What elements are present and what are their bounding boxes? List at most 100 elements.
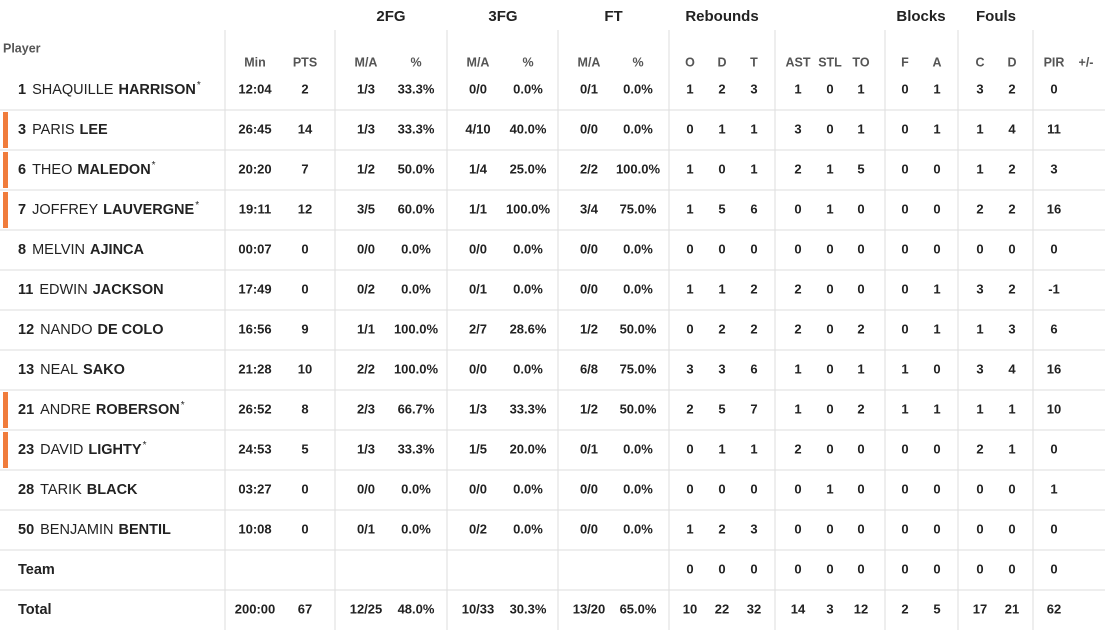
stat-cell: 5	[933, 601, 940, 616]
stat-cell: 7	[301, 161, 308, 176]
stat-cell: 0	[933, 561, 940, 576]
stat-cell: 17:49	[238, 281, 271, 296]
stat-cell: 20:20	[238, 161, 271, 176]
stat-cell: 3/4	[580, 201, 599, 216]
player-number: 23	[18, 442, 34, 458]
column-header: O	[685, 55, 695, 69]
stat-cell: 0/2	[469, 521, 487, 536]
stat-cell: 62	[1047, 601, 1061, 616]
player-name: 28 TARIK BLACK	[18, 482, 138, 498]
stat-cell: 3	[976, 81, 983, 96]
stat-cell: 4	[1008, 361, 1016, 376]
stat-cell: 2	[718, 321, 725, 336]
first-name: TARIK	[40, 482, 82, 498]
stat-cell: 0	[933, 521, 940, 536]
stat-cell: 22	[715, 601, 729, 616]
stat-cell: 33.3%	[398, 441, 435, 456]
stat-cell: 2	[1008, 201, 1015, 216]
stat-cell: 2/3	[357, 401, 375, 416]
stat-cell: 03:27	[238, 481, 271, 496]
last-name: LEE	[80, 122, 109, 138]
stat-cell: 1/2	[580, 401, 598, 416]
stat-cell: 12	[298, 201, 312, 216]
stat-cell: 32	[747, 601, 761, 616]
player-name: 8 MELVIN AJINCA	[18, 242, 145, 258]
stat-cell: 0	[933, 161, 940, 176]
column-header: T	[750, 55, 758, 69]
stat-cell: 0/0	[580, 481, 598, 496]
player-number: 21	[18, 402, 34, 418]
column-header: Min	[244, 55, 266, 69]
stat-cell: 3	[826, 601, 833, 616]
first-name: EDWIN	[39, 282, 87, 298]
stat-cell: 12	[854, 601, 868, 616]
stat-cell: 1/1	[357, 321, 375, 336]
stat-cell: 16	[1047, 201, 1061, 216]
group-header: 2FG	[376, 8, 405, 25]
stat-cell: 3	[750, 521, 757, 536]
stat-cell: 13/20	[573, 601, 606, 616]
stat-cell: 1	[1050, 481, 1057, 496]
stat-cell: 0/0	[580, 121, 598, 136]
stat-cell: 1	[686, 201, 693, 216]
stat-cell: 12/25	[350, 601, 383, 616]
column-header: A	[932, 55, 941, 69]
on-court-marker	[3, 192, 8, 228]
stat-cell: 11	[1047, 121, 1061, 136]
stat-cell: 3	[750, 81, 757, 96]
stat-cell: 2	[750, 321, 757, 336]
stat-cell: 33.3%	[398, 81, 435, 96]
first-name: DAVID	[40, 442, 83, 458]
stat-cell: 14	[298, 121, 313, 136]
stat-cell: 0	[301, 281, 308, 296]
stat-cell: 0.0%	[623, 521, 653, 536]
column-header: PIR	[1044, 55, 1065, 69]
player-name: 23 DAVID LIGHTY*	[18, 440, 147, 458]
stat-cell: 60.0%	[398, 201, 435, 216]
player-number: 7	[18, 202, 26, 218]
column-header: AST	[786, 55, 811, 69]
stat-cell: 0	[826, 321, 833, 336]
stat-cell: 0/0	[357, 481, 375, 496]
player-number: 13	[18, 362, 34, 378]
stat-cell: 1/4	[469, 161, 488, 176]
stat-cell: 14	[791, 601, 806, 616]
group-header: Rebounds	[685, 8, 758, 25]
stat-cell: 0.0%	[623, 281, 653, 296]
first-name: SHAQUILLE	[32, 82, 114, 98]
stat-cell: 0	[857, 481, 864, 496]
stat-cell: 10	[1047, 401, 1061, 416]
stat-cell: 0	[976, 481, 983, 496]
stat-cell: 1	[976, 121, 983, 136]
stat-cell: 0	[901, 481, 908, 496]
first-name: PARIS	[32, 122, 74, 138]
stat-cell: 1	[1008, 441, 1015, 456]
player-name: 7 JOFFREY LAUVERGNE*	[18, 200, 199, 218]
stat-cell: 0	[933, 201, 940, 216]
stat-cell: 30.3%	[510, 601, 547, 616]
stat-cell: 0	[826, 561, 833, 576]
column-header: PTS	[293, 55, 317, 69]
stat-cell: 2	[976, 201, 983, 216]
stat-cell: 0/0	[469, 481, 487, 496]
stat-cell: 0	[686, 481, 693, 496]
stat-cell: 0	[933, 361, 940, 376]
stat-cell: 0.0%	[513, 81, 543, 96]
column-header: %	[522, 55, 533, 69]
column-header: D	[1007, 55, 1016, 69]
stat-cell: 1	[933, 321, 940, 336]
stat-cell: 0	[857, 521, 864, 536]
stat-cell: 2	[976, 441, 983, 456]
player-number: 11	[18, 282, 33, 298]
stat-cell: 0	[794, 481, 801, 496]
stat-cell: 0	[976, 521, 983, 536]
stat-cell: 67	[298, 601, 312, 616]
column-header: M/A	[467, 55, 490, 69]
first-name: ANDRE	[40, 402, 91, 418]
stat-cell: 0/2	[357, 281, 375, 296]
stat-cell: 4/10	[465, 121, 490, 136]
stat-cell: 0	[301, 241, 308, 256]
stat-cell: 0	[794, 241, 801, 256]
stat-cell: 16	[1047, 361, 1061, 376]
